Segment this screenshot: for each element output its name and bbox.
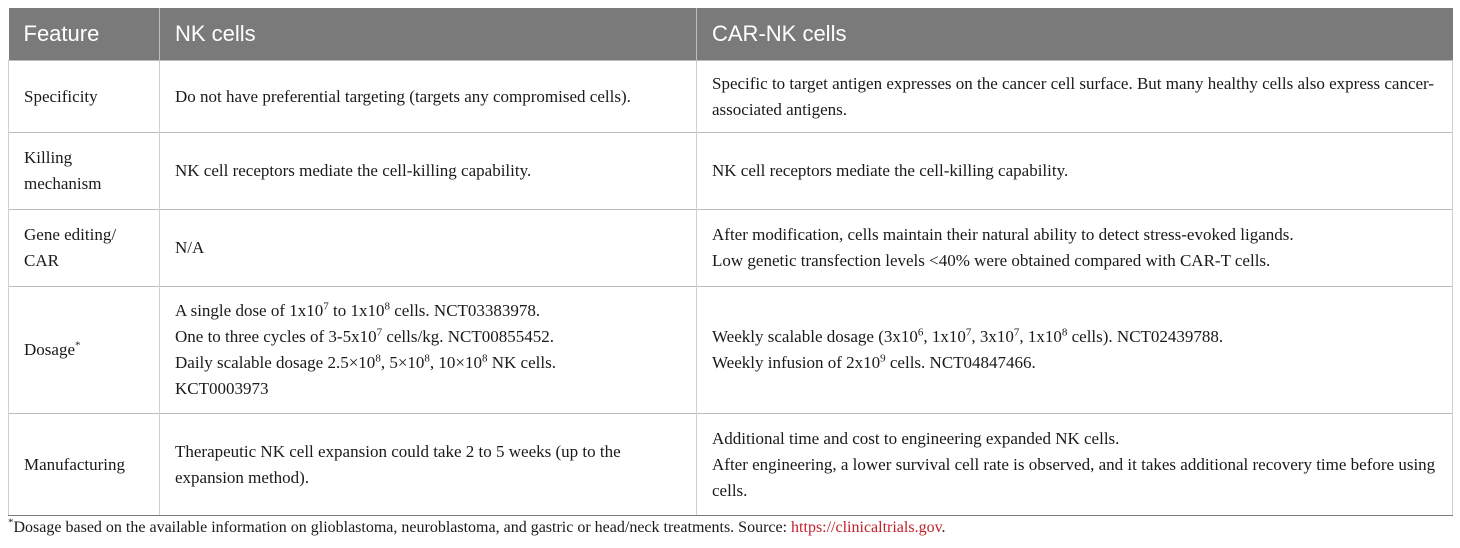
feature-label: Dosage — [24, 340, 75, 359]
dosage-line: Weekly scalable dosage (3x106, 1x107, 3x… — [712, 326, 1224, 346]
car-nk-cell: NK cell receptors mediate the cell-killi… — [696, 132, 1453, 210]
dosage-line: KCT0003973 — [175, 379, 269, 398]
footnote-mark: * — [8, 516, 14, 529]
cell-line: After engineering, a lower survival cell… — [712, 454, 1436, 500]
cell-line: Additional time and cost to engineering … — [712, 428, 1120, 448]
header-row: Feature NK cells CAR-NK cells — [8, 8, 1453, 61]
header-feature: Feature — [8, 8, 160, 61]
source-link[interactable]: https://clinicaltrials.gov — [791, 519, 942, 536]
comparison-table: Feature NK cells CAR-NK cells Specificit… — [8, 8, 1453, 516]
feature-cell: Specificity — [8, 60, 160, 133]
car-nk-cell: Additional time and cost to engineering … — [696, 413, 1453, 516]
table-row: Killing mechanism NK cell receptors medi… — [8, 132, 1453, 210]
table-row: Specificity Do not have preferential tar… — [8, 60, 1453, 133]
table-footnote: *Dosage based on the available informati… — [8, 516, 946, 537]
cell-line: NK cell receptors mediate the cell-killi… — [712, 161, 1069, 180]
nk-cell: Do not have preferential targeting (targ… — [159, 60, 697, 133]
nk-cell: A single dose of 1x107 to 1x108 cells. N… — [159, 286, 697, 414]
footnote-end: . — [941, 519, 946, 536]
cell-line: Low genetic transfection levels <40% wer… — [712, 251, 1271, 270]
nk-cell: NK cell receptors mediate the cell-killi… — [159, 132, 697, 210]
dosage-line: One to three cycles of 3-5x107 cells/kg.… — [175, 326, 554, 346]
table-row: Manufacturing Therapeutic NK cell expans… — [8, 413, 1453, 516]
cell-line: Specific to target antigen expresses on … — [712, 73, 1435, 119]
footnote-text: Dosage based on the available informatio… — [13, 519, 792, 536]
footnote-marker: * — [74, 339, 81, 352]
dosage-line: A single dose of 1x107 to 1x108 cells. N… — [175, 300, 541, 320]
feature-cell: Manufacturing — [8, 413, 160, 516]
header-car-nk-cells: CAR-NK cells — [696, 8, 1453, 61]
dosage-line: Daily scalable dosage 2.5×108, 5×108, 10… — [175, 352, 556, 372]
table-row: Dosage* A single dose of 1x107 to 1x108 … — [8, 286, 1453, 414]
car-nk-cell: Specific to target antigen expresses on … — [696, 60, 1453, 133]
cell-line: Therapeutic NK cell expansion could take… — [175, 441, 621, 487]
nk-cell: Therapeutic NK cell expansion could take… — [159, 413, 697, 516]
cell-line: After modification, cells maintain their… — [712, 225, 1294, 244]
car-nk-cell: Weekly scalable dosage (3x106, 1x107, 3x… — [696, 286, 1453, 414]
header-nk-cells: NK cells — [159, 8, 697, 61]
feature-cell: Dosage* — [8, 286, 160, 414]
feature-cell: Killing mechanism — [8, 132, 160, 210]
cell-line: N/A — [175, 238, 205, 257]
dosage-line: Weekly infusion of 2x109 cells. NCT04847… — [712, 352, 1036, 372]
comparison-table-container: Feature NK cells CAR-NK cells Specificit… — [8, 8, 1453, 516]
nk-cell: N/A — [159, 209, 697, 287]
car-nk-cell: After modification, cells maintain their… — [696, 209, 1453, 287]
feature-cell: Gene editing/ CAR — [8, 209, 160, 287]
table-row: Gene editing/ CAR N/A After modification… — [8, 209, 1453, 287]
cell-line: Do not have preferential targeting (targ… — [175, 86, 631, 106]
cell-line: NK cell receptors mediate the cell-killi… — [175, 161, 532, 180]
